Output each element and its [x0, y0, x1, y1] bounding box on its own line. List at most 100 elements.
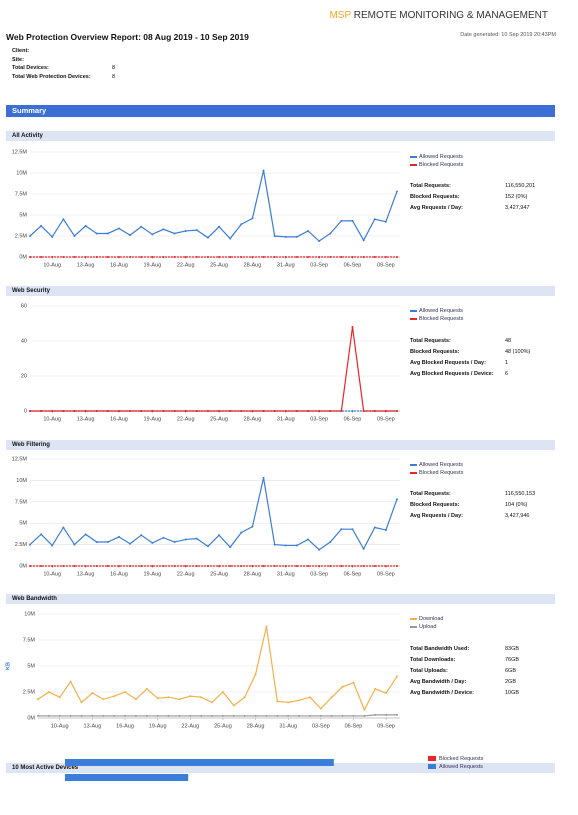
- data-point: [73, 565, 76, 567]
- data-point: [40, 410, 43, 412]
- data-point: [396, 256, 398, 258]
- data-point: [37, 714, 39, 717]
- data-point: [91, 714, 94, 717]
- data-point: [162, 256, 165, 258]
- data-point: [295, 565, 298, 567]
- x-tick-label: 06-Sep: [344, 416, 362, 422]
- data-point: [318, 410, 321, 412]
- data-point: [243, 696, 246, 699]
- data-point: [124, 714, 127, 717]
- data-point: [69, 680, 72, 683]
- legend-label: Allowed Requests: [439, 764, 484, 770]
- data-point: [330, 714, 333, 717]
- data-point: [262, 169, 265, 172]
- data-point: [40, 256, 43, 258]
- bar: [65, 759, 334, 766]
- data-point: [51, 256, 54, 258]
- legend-item: Upload: [410, 624, 436, 630]
- data-point: [113, 714, 116, 717]
- data-point: [265, 714, 268, 717]
- stat-value: 48: [505, 338, 512, 344]
- data-point: [307, 410, 310, 412]
- y-tick-label: 60: [21, 303, 27, 309]
- data-point: [156, 697, 159, 700]
- data-point: [102, 714, 105, 717]
- x-tick-label: 03-Sep: [312, 723, 330, 729]
- logo-text: REMOTE MONITORING & MANAGEMENT: [353, 10, 548, 21]
- data-point: [134, 714, 137, 717]
- data-point: [95, 232, 98, 235]
- x-tick-label: 16-Aug: [110, 262, 128, 268]
- x-tick-label: 09-Sep: [377, 416, 395, 422]
- legend-marker: [410, 617, 417, 620]
- data-point: [276, 700, 279, 703]
- data-point: [129, 234, 132, 237]
- data-point: [240, 410, 243, 412]
- data-point: [341, 685, 344, 688]
- data-point: [384, 565, 387, 567]
- stat-label: Avg Requests / Day:: [410, 205, 463, 211]
- info-block: Client: Site: Total Devices: 8 Total Web Pro…: [12, 47, 115, 82]
- data-point: [84, 256, 87, 258]
- data-point: [262, 476, 265, 479]
- data-point: [129, 565, 132, 567]
- summary-bar: Summary: [6, 105, 555, 117]
- data-point: [340, 410, 343, 412]
- y-tick-label: 10M: [24, 611, 35, 617]
- chart: [65, 759, 334, 781]
- y-tick-label: 12.5M: [12, 149, 28, 155]
- x-tick-label: 28-Aug: [244, 571, 262, 577]
- legend-label: Allowed Requests: [419, 462, 464, 468]
- data-point: [295, 256, 298, 258]
- section-header: Web Security: [6, 286, 555, 296]
- data-point: [295, 544, 298, 547]
- data-point: [117, 410, 120, 412]
- stat-label: Avg Requests / Day:: [410, 513, 463, 519]
- series-line: [38, 714, 397, 717]
- legend-label: Allowed Requests: [419, 154, 464, 160]
- data-point: [273, 543, 276, 546]
- data-point: [167, 714, 170, 717]
- data-point: [29, 235, 31, 237]
- data-point: [318, 256, 321, 258]
- data-point: [262, 256, 265, 258]
- data-point: [91, 692, 94, 695]
- data-point: [284, 410, 287, 412]
- x-tick-label: 28-Aug: [244, 416, 262, 422]
- data-point: [362, 565, 365, 567]
- data-point: [145, 687, 148, 690]
- x-tick-label: 06-Sep: [345, 723, 363, 729]
- data-point: [184, 410, 187, 412]
- info-row: Client:: [12, 47, 91, 56]
- data-point: [385, 692, 388, 695]
- data-point: [362, 239, 365, 242]
- legend-marker: [410, 163, 417, 166]
- x-tick-label: 25-Aug: [210, 416, 228, 422]
- data-point: [151, 565, 154, 567]
- data-point: [117, 535, 120, 538]
- data-point: [62, 565, 65, 567]
- y-tick-label: 12.5M: [12, 456, 28, 462]
- data-point: [229, 565, 232, 567]
- x-tick-label: 13-Aug: [84, 723, 102, 729]
- data-point: [62, 256, 65, 258]
- data-point: [287, 714, 290, 717]
- x-tick-label: 22-Aug: [177, 571, 195, 577]
- data-point: [251, 410, 254, 412]
- stat-label: Blocked Requests:: [410, 349, 460, 355]
- data-point: [362, 410, 365, 412]
- data-point: [106, 232, 109, 235]
- x-tick-label: 10-Aug: [43, 571, 61, 577]
- data-point: [276, 714, 279, 717]
- stat-value: 83GB: [505, 646, 520, 652]
- bar: [65, 774, 189, 781]
- data-point: [307, 565, 310, 567]
- data-point: [221, 691, 224, 693]
- data-point: [352, 714, 355, 717]
- data-point: [162, 565, 165, 567]
- data-point: [73, 543, 76, 546]
- data-point: [374, 713, 377, 716]
- stat-value: 2GB: [505, 679, 517, 685]
- data-point: [84, 533, 87, 536]
- data-point: [140, 410, 143, 412]
